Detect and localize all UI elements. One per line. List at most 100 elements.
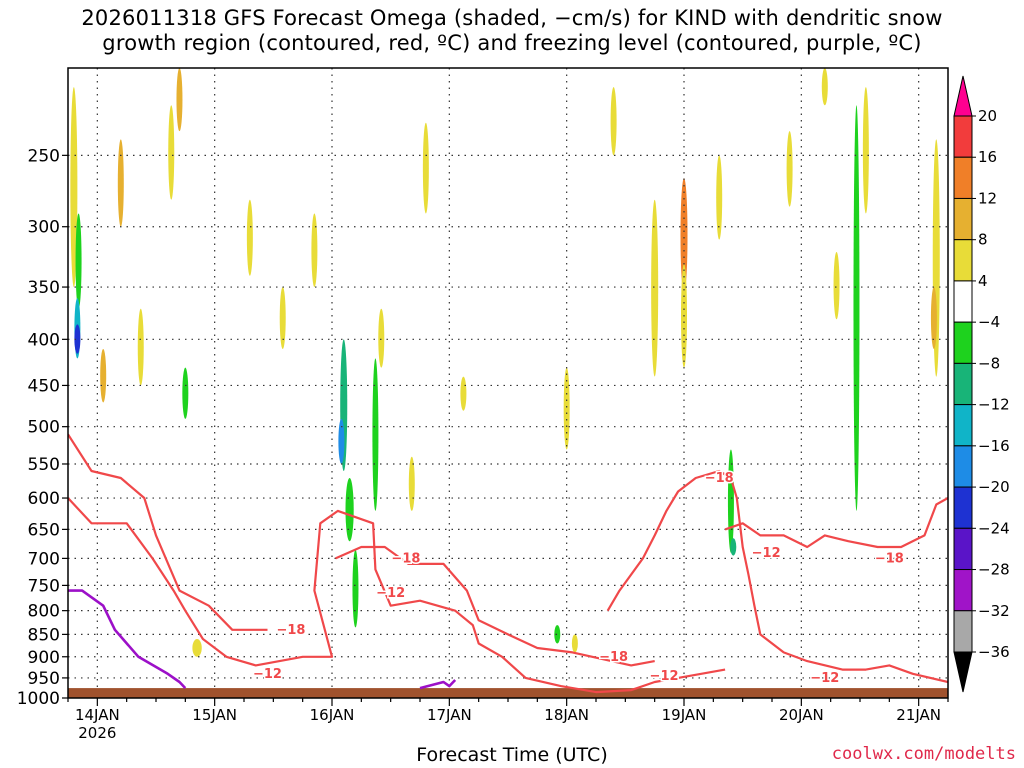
- x-tick-label: 19JAN: [662, 706, 707, 724]
- plot-background: [68, 68, 948, 698]
- omega-region: [338, 418, 345, 464]
- colorbar-label: 12: [978, 189, 997, 207]
- terrain-band: [68, 688, 948, 698]
- contour-label-2: −18: [391, 551, 420, 566]
- freezing-level-contours: [68, 589, 457, 690]
- colorbar-swatch: [953, 527, 973, 571]
- colorbar-top-arrow: [953, 75, 973, 117]
- grid-lines: [68, 68, 948, 698]
- y-tick-label: 450: [28, 376, 60, 396]
- colorbar-label: −8: [978, 354, 1000, 372]
- colorbar-swatch: [953, 197, 973, 241]
- colorbar-label: −24: [978, 519, 1010, 537]
- x-tick-label: 17JAN: [427, 706, 472, 724]
- omega-region: [378, 308, 385, 368]
- colorbar-swatch: [953, 115, 973, 158]
- x-tick-label: 16JAN: [310, 706, 355, 724]
- temperature-contours: [68, 433, 948, 694]
- colorbar-swatch: [953, 404, 973, 447]
- colorbar-swatch: [953, 486, 973, 529]
- x-tick-sublabel: 2026: [78, 724, 116, 742]
- terrain-fill: [68, 688, 948, 698]
- y-tick-label: 250: [28, 146, 60, 166]
- y-tick-label: 900: [28, 648, 60, 668]
- y-tick-label: 400: [28, 330, 60, 350]
- credit-link[interactable]: coolwx.com/modelts: [831, 744, 1016, 764]
- omega-region: [372, 358, 379, 511]
- contour-label-1: −12: [253, 667, 282, 682]
- contour-line-1: [68, 433, 268, 631]
- y-tick-label: 500: [28, 418, 60, 438]
- omega-region: [716, 155, 723, 240]
- omega-region: [730, 538, 737, 556]
- colorbar-label: −36: [978, 643, 1010, 661]
- omega-region: [833, 251, 840, 320]
- contour-line-3: [606, 469, 948, 684]
- omega-region: [408, 456, 415, 511]
- colorbar-swatch: [953, 569, 973, 612]
- contour-line-4: [724, 497, 948, 549]
- omega-region: [137, 308, 144, 386]
- omega-region: [345, 477, 354, 542]
- contour-line-0: [68, 497, 726, 694]
- omega-region: [176, 68, 183, 132]
- chart-title-line-2: growth region (contoured, red, ºC) and f…: [102, 31, 922, 55]
- y-tick-label: 600: [28, 489, 60, 509]
- omega-region: [571, 634, 578, 653]
- omega-region: [74, 324, 81, 354]
- colorbar: 20 16 12 8 4 −4 −8 −12 −16 −20 −24 −28 −32 −36: [953, 75, 1010, 693]
- x-axis-label: Forecast Time (UTC): [416, 744, 608, 766]
- contour-label-9: −12: [810, 671, 839, 686]
- omega-region: [862, 87, 869, 214]
- omega-region: [168, 105, 175, 200]
- colorbar-label: 16: [978, 148, 997, 166]
- contour-label-7: −12: [752, 546, 781, 561]
- omega-region: [610, 87, 617, 156]
- omega-region: [352, 549, 359, 628]
- y-tick-label: 550: [28, 455, 60, 475]
- freezing-level-line-1: [419, 679, 457, 690]
- y-tick-label: 850: [28, 625, 60, 645]
- omega-region: [786, 131, 793, 207]
- plot-area: [68, 68, 948, 698]
- colorbar-label: −16: [978, 437, 1010, 455]
- colorbar-swatch: [953, 280, 973, 323]
- y-tick-label: 950: [28, 669, 60, 689]
- y-tick-label: 1000: [17, 689, 60, 709]
- x-tick-label: 15JAN: [192, 706, 237, 724]
- colorbar-label: −12: [978, 396, 1010, 414]
- colorbar-label: −4: [978, 313, 1000, 331]
- x-tick-label: 14JAN: [75, 706, 120, 724]
- colorbar-label: 8: [978, 231, 988, 249]
- x-tick-label: 18JAN: [544, 706, 589, 724]
- chart-title: 2026011318 GFS Forecast Omega (shaded, −…: [0, 6, 1024, 56]
- omega-shading: [70, 68, 940, 657]
- omega-region: [100, 348, 107, 403]
- colorbar-swatch: [953, 156, 973, 199]
- omega-region: [853, 105, 860, 511]
- omega-region: [182, 367, 189, 419]
- colorbar-label: −32: [978, 602, 1010, 620]
- colorbar-swatch: [953, 321, 973, 364]
- colorbar-bottom-arrow: [953, 651, 973, 693]
- contour-line-2: [335, 545, 655, 667]
- omega-region: [554, 625, 561, 644]
- chart-title-line-1: 2026011318 GFS Forecast Omega (shaded, −…: [81, 6, 943, 30]
- contour-label-6: −18: [705, 471, 734, 486]
- omega-region: [563, 367, 570, 450]
- omega-region: [311, 213, 318, 288]
- omega-region: [279, 287, 286, 349]
- colorbar-label: −28: [978, 561, 1010, 579]
- omega-region: [727, 449, 734, 553]
- colorbar-swatch: [953, 445, 973, 488]
- omega-region: [75, 213, 82, 309]
- y-tick-label: 800: [28, 602, 60, 622]
- omega-region: [460, 376, 467, 411]
- omega-region: [117, 139, 124, 227]
- colorbar-swatch: [953, 362, 973, 406]
- contour-label-5: −12: [650, 669, 679, 684]
- contour-label-4: −18: [599, 650, 628, 665]
- contour-labels: −18 −12 −18 −12 −18 −12 −18 −12 −18 −12: [251, 469, 905, 687]
- omega-region: [930, 287, 937, 349]
